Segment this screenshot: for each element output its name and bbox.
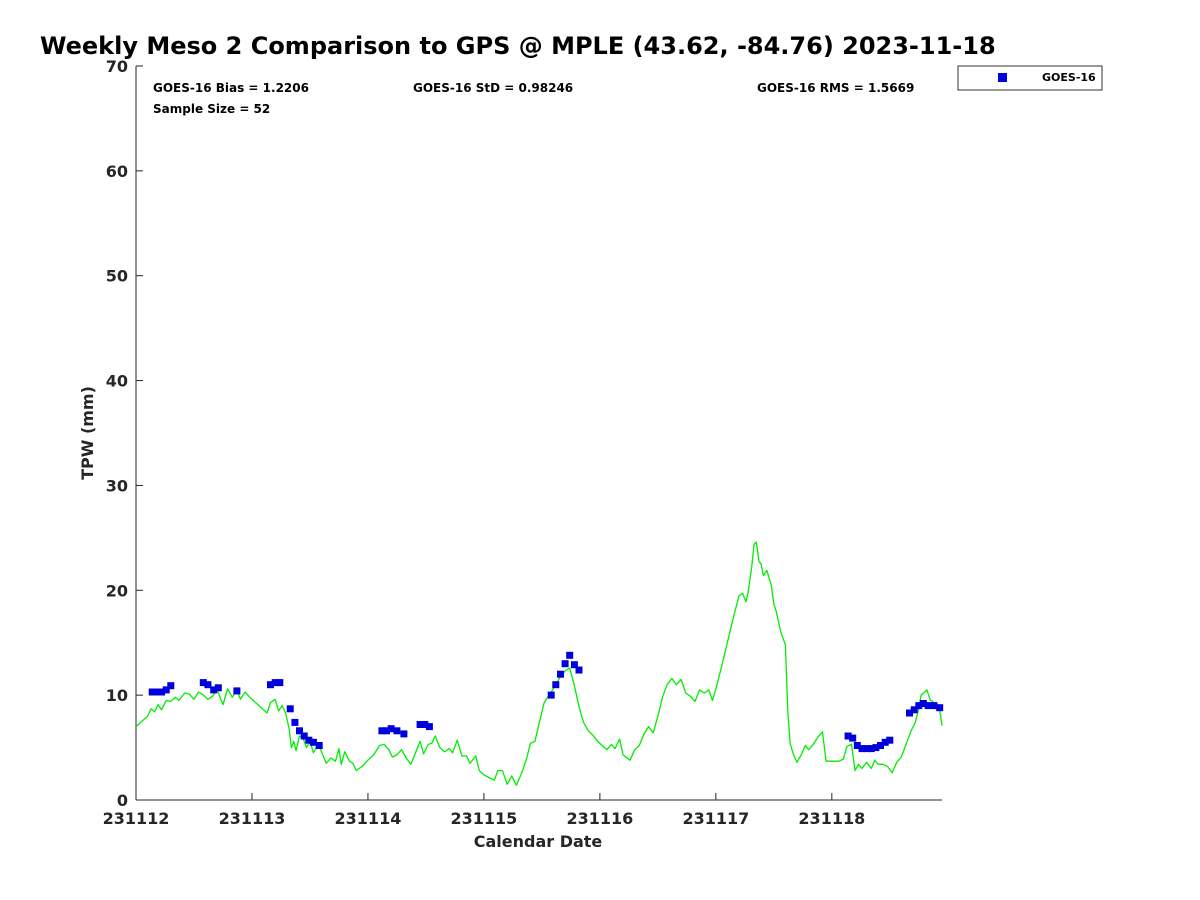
goes16-point-1 bbox=[153, 688, 161, 696]
goes16-point-22 bbox=[387, 725, 395, 733]
legend-marker-goes16 bbox=[998, 73, 1007, 82]
goes16-point-37 bbox=[853, 742, 861, 749]
goes16-point-29 bbox=[552, 681, 560, 689]
legend-box bbox=[957, 65, 1103, 91]
goes16-point-33 bbox=[570, 661, 578, 669]
goes16-point-40 bbox=[867, 745, 875, 753]
goes16-point-39 bbox=[863, 745, 871, 753]
goes16-point-8 bbox=[214, 684, 222, 692]
rms-stat: GOES-16 RMS = 1.5669 bbox=[757, 81, 914, 95]
goes16-point-13 bbox=[286, 705, 294, 713]
goes16-point-38 bbox=[858, 745, 866, 753]
goes16-point-32 bbox=[566, 651, 574, 659]
sample-size-stat: Sample Size = 52 bbox=[153, 102, 270, 116]
y-axis-label: TPW (mm) bbox=[78, 386, 97, 480]
legend-label-goes16: GOES-16 bbox=[1042, 71, 1096, 84]
legend: GOES-16 bbox=[957, 65, 1103, 91]
y-axis-ticks: 0 10 20 30 40 50 60 70 bbox=[106, 57, 143, 810]
goes16-point-46 bbox=[910, 706, 918, 714]
goes16-point-21 bbox=[383, 727, 390, 735]
chart-title: Weekly Meso 2 Comparison to GPS @ MPLE (… bbox=[40, 32, 996, 60]
goes16-point-51 bbox=[936, 704, 944, 712]
goes16-point-23 bbox=[393, 727, 401, 735]
goes16-point-16 bbox=[300, 732, 308, 740]
x-tick-label-0: 231112 bbox=[103, 809, 170, 828]
goes16-point-45 bbox=[906, 709, 913, 717]
goes16-point-49 bbox=[924, 702, 932, 710]
goes16-point-26 bbox=[421, 721, 429, 728]
goes16-point-18 bbox=[309, 738, 317, 746]
x-tick-label-1: 231113 bbox=[219, 809, 286, 828]
goes16-point-2 bbox=[158, 688, 165, 696]
goes16-point-19 bbox=[315, 742, 323, 749]
y-tick-label-6: 60 bbox=[106, 162, 128, 181]
goes16-point-47 bbox=[915, 702, 923, 710]
goes16-point-11 bbox=[271, 679, 279, 687]
x-axis-ticks: 231112 231113 231114 231115 231116 231117 2311… bbox=[103, 793, 865, 828]
goes16-point-14 bbox=[291, 718, 299, 726]
goes16-point-27 bbox=[425, 723, 433, 731]
goes16-point-17 bbox=[305, 736, 313, 744]
goes16-point-7 bbox=[210, 686, 218, 694]
goes16-point-24 bbox=[400, 730, 408, 738]
y-tick-label-0: 0 bbox=[117, 791, 128, 810]
y-tick-label-7: 70 bbox=[106, 57, 128, 76]
goes16-point-28 bbox=[547, 691, 555, 699]
goes16-point-9 bbox=[233, 687, 241, 695]
y-tick-label-5: 50 bbox=[106, 267, 128, 286]
goes16-point-0 bbox=[148, 688, 156, 696]
x-axis-label: Calendar Date bbox=[474, 832, 603, 851]
y-tick-label-3: 30 bbox=[106, 476, 128, 495]
goes16-point-31 bbox=[561, 660, 569, 668]
goes16-point-10 bbox=[267, 681, 274, 689]
x-tick-label-6: 231118 bbox=[798, 809, 865, 828]
x-tick-label-2: 231114 bbox=[335, 809, 402, 828]
goes16-point-20 bbox=[378, 727, 386, 735]
goes16-point-30 bbox=[557, 670, 564, 678]
plot-area: 0 10 20 30 40 50 60 70 231112 231113 231114 231115… bbox=[103, 57, 944, 828]
goes16-point-6 bbox=[204, 681, 212, 689]
goes16-point-43 bbox=[881, 738, 889, 746]
goes16-point-34 bbox=[575, 666, 583, 674]
goes16-point-15 bbox=[296, 727, 303, 735]
x-tick-label-3: 231115 bbox=[451, 809, 518, 828]
plot-frame bbox=[136, 66, 942, 800]
goes16-point-4 bbox=[167, 682, 175, 690]
series-layer bbox=[135, 541, 944, 786]
goes16-point-3 bbox=[162, 686, 170, 694]
goes16-point-48 bbox=[919, 700, 927, 707]
goes16-point-25 bbox=[416, 721, 424, 728]
y-tick-label-1: 10 bbox=[106, 686, 128, 705]
goes16-point-5 bbox=[199, 679, 207, 687]
y-tick-label-4: 40 bbox=[106, 372, 128, 391]
goes16-point-41 bbox=[872, 744, 880, 752]
x-tick-label-4: 231116 bbox=[566, 809, 633, 828]
goes16-point-12 bbox=[276, 679, 284, 687]
bias-stat: GOES-16 Bias = 1.2206 bbox=[153, 81, 309, 95]
y-tick-label-2: 20 bbox=[106, 581, 128, 600]
goes16-point-36 bbox=[849, 734, 857, 742]
std-stat: GOES-16 StD = 0.98246 bbox=[413, 81, 573, 95]
goes16-point-42 bbox=[877, 742, 884, 749]
x-tick-label-5: 231117 bbox=[682, 809, 749, 828]
goes16-point-44 bbox=[886, 736, 894, 744]
goes16-point-35 bbox=[844, 732, 852, 740]
goes16-point-50 bbox=[930, 702, 938, 710]
